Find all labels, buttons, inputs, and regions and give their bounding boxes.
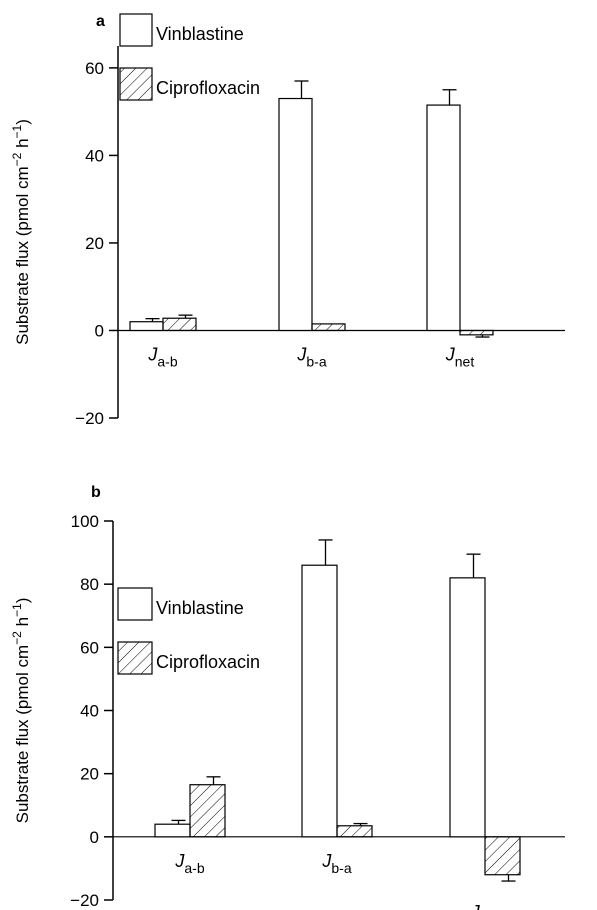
bar-ciprofloxacin-0 [162, 317, 197, 332]
y-tick-label: −20 [75, 409, 104, 428]
bar-ciprofloxacin-0 [189, 784, 226, 838]
panel-label: a [96, 13, 105, 30]
bar-ciprofloxacin-1 [336, 825, 373, 838]
legend-swatch-ciprofloxacin [117, 641, 153, 675]
y-tick-label: 0 [95, 321, 104, 340]
y-tick-label: 80 [80, 575, 99, 594]
legend-swatch-vinblastine [119, 13, 153, 47]
bar-vinblastine-0 [154, 823, 191, 838]
category-label: Jb-a [321, 851, 351, 876]
category-label: Jnet [470, 902, 500, 910]
legend-swatch-ciprofloxacin [119, 67, 153, 101]
panel-label: b [91, 484, 101, 501]
category-label: Ja-b [147, 344, 177, 369]
bar-vinblastine-1 [278, 97, 313, 332]
y-tick-label: 0 [90, 828, 99, 847]
legend-label-vinblastine: Vinblastine [156, 598, 244, 618]
panel-a-chart: −20 0 20 40 60 Substrate flux (pmol cm−2 h−1)… [10, 13, 565, 428]
bar-vinblastine-2 [449, 577, 486, 838]
y-tick-label: 20 [85, 234, 104, 253]
y-tick-label: −20 [70, 891, 99, 910]
y-tick-label: 20 [80, 765, 99, 784]
legend-label-vinblastine: Vinblastine [156, 24, 244, 44]
bar-vinblastine-2 [426, 104, 461, 332]
bar-ciprofloxacin-2 [459, 329, 494, 336]
y-axis-label: Substrate flux (pmol cm−2 h−1) [10, 598, 32, 824]
y-axis-label: Substrate flux (pmol cm−2 h−1) [10, 119, 32, 345]
y-tick-label: 40 [85, 146, 104, 165]
y-tick-label: 60 [85, 59, 104, 78]
y-tick-label: 60 [80, 638, 99, 657]
bar-ciprofloxacin-1 [311, 323, 346, 332]
y-tick-label: 40 [80, 702, 99, 721]
category-label: Ja-b [174, 851, 204, 876]
legend-label-ciprofloxacin: Ciprofloxacin [156, 78, 260, 98]
panel-b-chart: −20 0 20 40 60 80 100 Substrate flux (pmol cm−2… [10, 484, 565, 910]
bar-ciprofloxacin-2 [484, 836, 521, 876]
bar-vinblastine-1 [301, 564, 338, 838]
legend-swatch-vinblastine [117, 587, 153, 621]
y-tick-label: 100 [71, 512, 99, 531]
category-label: Jb-a [296, 344, 326, 369]
bar-vinblastine-0 [129, 321, 164, 332]
legend-label-ciprofloxacin: Ciprofloxacin [156, 652, 260, 672]
category-label: Jnet [445, 344, 475, 369]
